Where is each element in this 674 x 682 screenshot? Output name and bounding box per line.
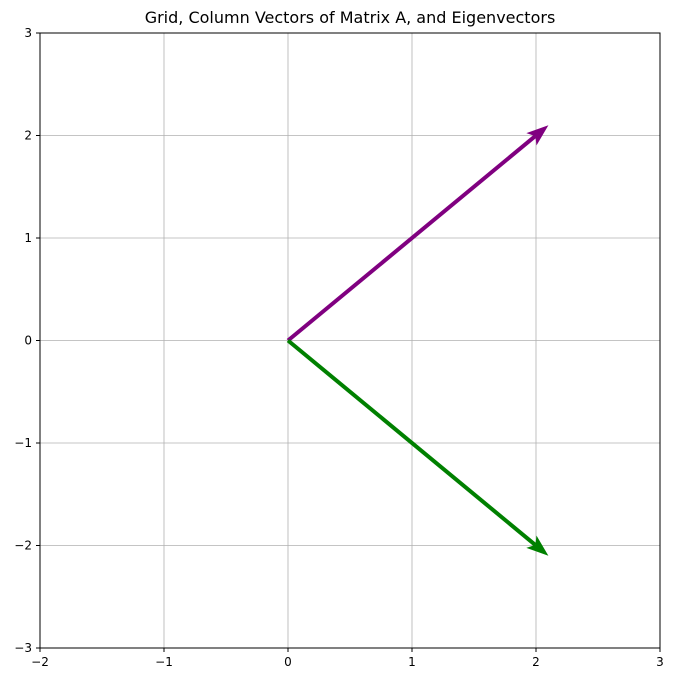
x-tick-label: −2 — [31, 655, 49, 669]
vector-1-arrowhead — [526, 125, 549, 146]
x-tick-label: −1 — [155, 655, 173, 669]
vector-2-shaft — [286, 338, 537, 547]
y-tick-label: 1 — [24, 231, 32, 245]
x-tick-label: 2 — [532, 655, 540, 669]
vectors — [286, 125, 549, 556]
x-tick-label: 1 — [408, 655, 416, 669]
y-tick-label: −2 — [14, 539, 32, 553]
x-tick-label: 0 — [284, 655, 292, 669]
y-tick-label: 3 — [24, 26, 32, 40]
grid — [39, 32, 661, 649]
x-tick-label: 3 — [656, 655, 664, 669]
chart-title: Grid, Column Vectors of Matrix A, and Ei… — [145, 8, 556, 27]
y-tick-label: 2 — [24, 129, 32, 143]
y-tick-label: 0 — [24, 334, 32, 348]
y-tick-label: −3 — [14, 641, 32, 655]
vector-2-arrowhead — [526, 535, 549, 556]
y-tick-label: −1 — [14, 436, 32, 450]
vector-1-shaft — [286, 134, 537, 343]
